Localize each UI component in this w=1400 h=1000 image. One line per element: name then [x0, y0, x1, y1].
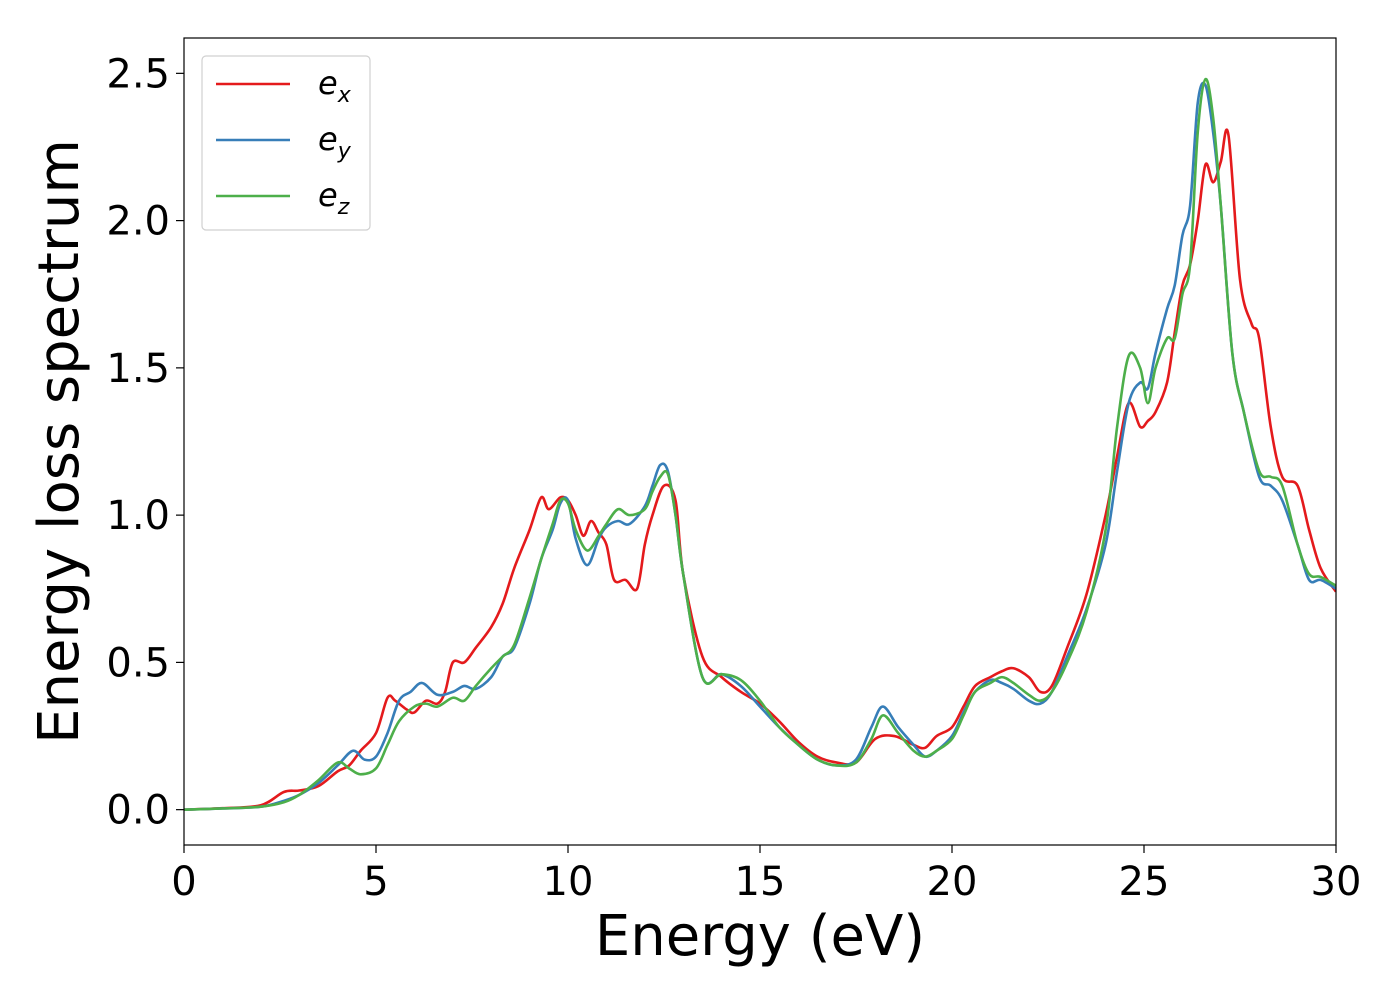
y-tick-label: 2.0	[106, 199, 170, 245]
legend: ex ey ez	[201, 55, 371, 231]
legend-label-x: ex	[318, 64, 352, 108]
legend-box	[201, 55, 371, 231]
y-tick-label: 0.0	[106, 788, 170, 834]
x-axis: 0 5 10 15 20 25 30	[171, 845, 1361, 905]
y-tick-label: 0.5	[106, 640, 170, 686]
x-tick-label: 20	[927, 859, 978, 905]
y-tick-label: 2.5	[106, 51, 170, 97]
y-tick-label: 1.5	[106, 346, 170, 392]
y-axis-label: Energy loss spectrum	[27, 139, 92, 744]
x-tick-label: 5	[363, 859, 388, 905]
x-axis-label: Energy (eV)	[595, 904, 925, 969]
legend-label-y: ey	[318, 120, 352, 164]
legend-label-z: ez	[318, 176, 350, 220]
series-line-z	[184, 77, 1336, 811]
x-tick-label: 25	[1119, 859, 1170, 905]
x-tick-label: 15	[735, 859, 786, 905]
series-layer	[184, 77, 1336, 811]
x-tick-label: 0	[171, 859, 196, 905]
y-tick-label: 1.0	[106, 493, 170, 539]
y-axis: 0.0 0.5 1.0 1.5 2.0 2.5	[106, 51, 184, 834]
x-tick-label: 10	[543, 859, 594, 905]
x-tick-label: 30	[1311, 859, 1362, 905]
